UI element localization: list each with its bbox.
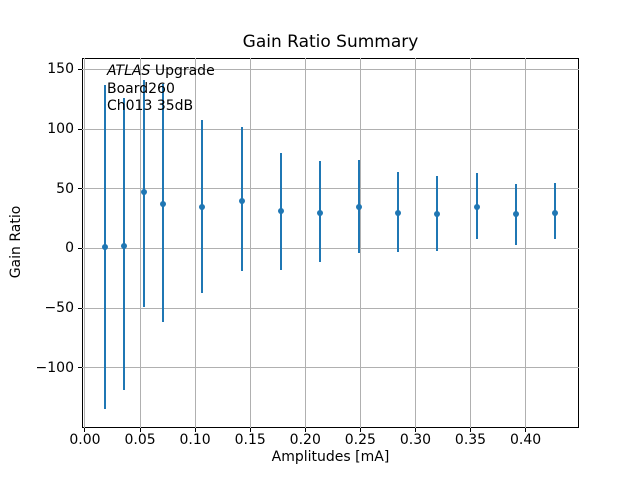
y-tick-mark (78, 68, 82, 70)
plot-area (82, 58, 579, 428)
x-gridline (194, 58, 196, 428)
x-tick-mark (194, 428, 196, 432)
x-tick-mark (84, 428, 86, 432)
data-point-marker (101, 244, 108, 251)
y-gridline (82, 188, 579, 190)
data-point-marker (512, 210, 519, 217)
x-gridline (84, 58, 86, 428)
x-tick-label: 0.35 (454, 432, 487, 448)
data-point-marker (121, 243, 128, 250)
y-tick-mark (78, 367, 82, 369)
annotation-text-block: ATLAS Upgrade Board260 Ch013 35dB (107, 63, 215, 116)
x-tick-label: 0.30 (399, 432, 432, 448)
annotation-atlas-italic: ATLAS (107, 63, 151, 79)
data-point-marker (160, 201, 167, 208)
data-point-marker (356, 203, 363, 210)
x-tick-label: 0.00 (69, 432, 101, 448)
x-gridline (525, 58, 527, 428)
y-gridline (82, 307, 579, 309)
x-tick-mark (359, 428, 361, 432)
y-tick-label: 50 (56, 180, 74, 197)
y-tick-label: 0 (65, 240, 74, 257)
x-gridline (139, 58, 141, 428)
data-point-marker (434, 210, 441, 217)
x-tick-label: 0.20 (289, 432, 321, 448)
data-point-marker (199, 203, 206, 210)
x-tick-label: 0.25 (344, 432, 376, 448)
x-tick-mark (304, 428, 306, 432)
x-tick-label: 0.40 (509, 432, 542, 448)
x-gridline (304, 58, 306, 428)
x-tick-label: 0.10 (179, 432, 211, 448)
data-point-marker (140, 189, 147, 196)
y-gridline (82, 367, 579, 369)
x-axis-label: Amplitudes [mA] (271, 449, 390, 465)
y-tick-label: −50 (44, 300, 74, 317)
x-tick-mark (139, 428, 141, 432)
annotation-line-channel: Ch013 35dB (107, 98, 194, 114)
y-tick-mark (78, 128, 82, 130)
y-gridline (82, 247, 579, 249)
x-tick-mark (525, 428, 527, 432)
data-point-marker (395, 209, 402, 216)
data-point-marker (238, 197, 245, 204)
y-gridline (82, 128, 579, 130)
x-tick-mark (470, 428, 471, 432)
data-point-marker (551, 209, 558, 216)
y-tick-label: −100 (35, 359, 74, 376)
y-gridline (82, 68, 579, 70)
y-tick-mark (78, 188, 82, 190)
y-tick-label: 100 (47, 121, 74, 138)
y-tick-label: 150 (47, 61, 74, 78)
x-tick-label: 0.05 (124, 432, 156, 448)
y-tick-mark (78, 247, 82, 249)
annotation-upgrade-text: Upgrade (150, 63, 215, 79)
x-gridline (414, 58, 416, 428)
x-gridline (359, 58, 361, 428)
data-point-marker (473, 203, 480, 210)
chart-title: Gain Ratio Summary (242, 32, 419, 52)
data-point-marker (277, 208, 284, 215)
x-gridline (249, 58, 251, 428)
x-tick-label: 0.15 (234, 432, 266, 448)
x-gridline (470, 58, 471, 428)
annotation-line-board: Board260 (107, 80, 175, 97)
y-tick-mark (78, 307, 82, 309)
data-point-marker (316, 209, 323, 216)
x-tick-mark (414, 428, 416, 432)
annotation-line-experiment: ATLAS Upgrade (107, 63, 215, 81)
x-tick-mark (249, 428, 251, 432)
